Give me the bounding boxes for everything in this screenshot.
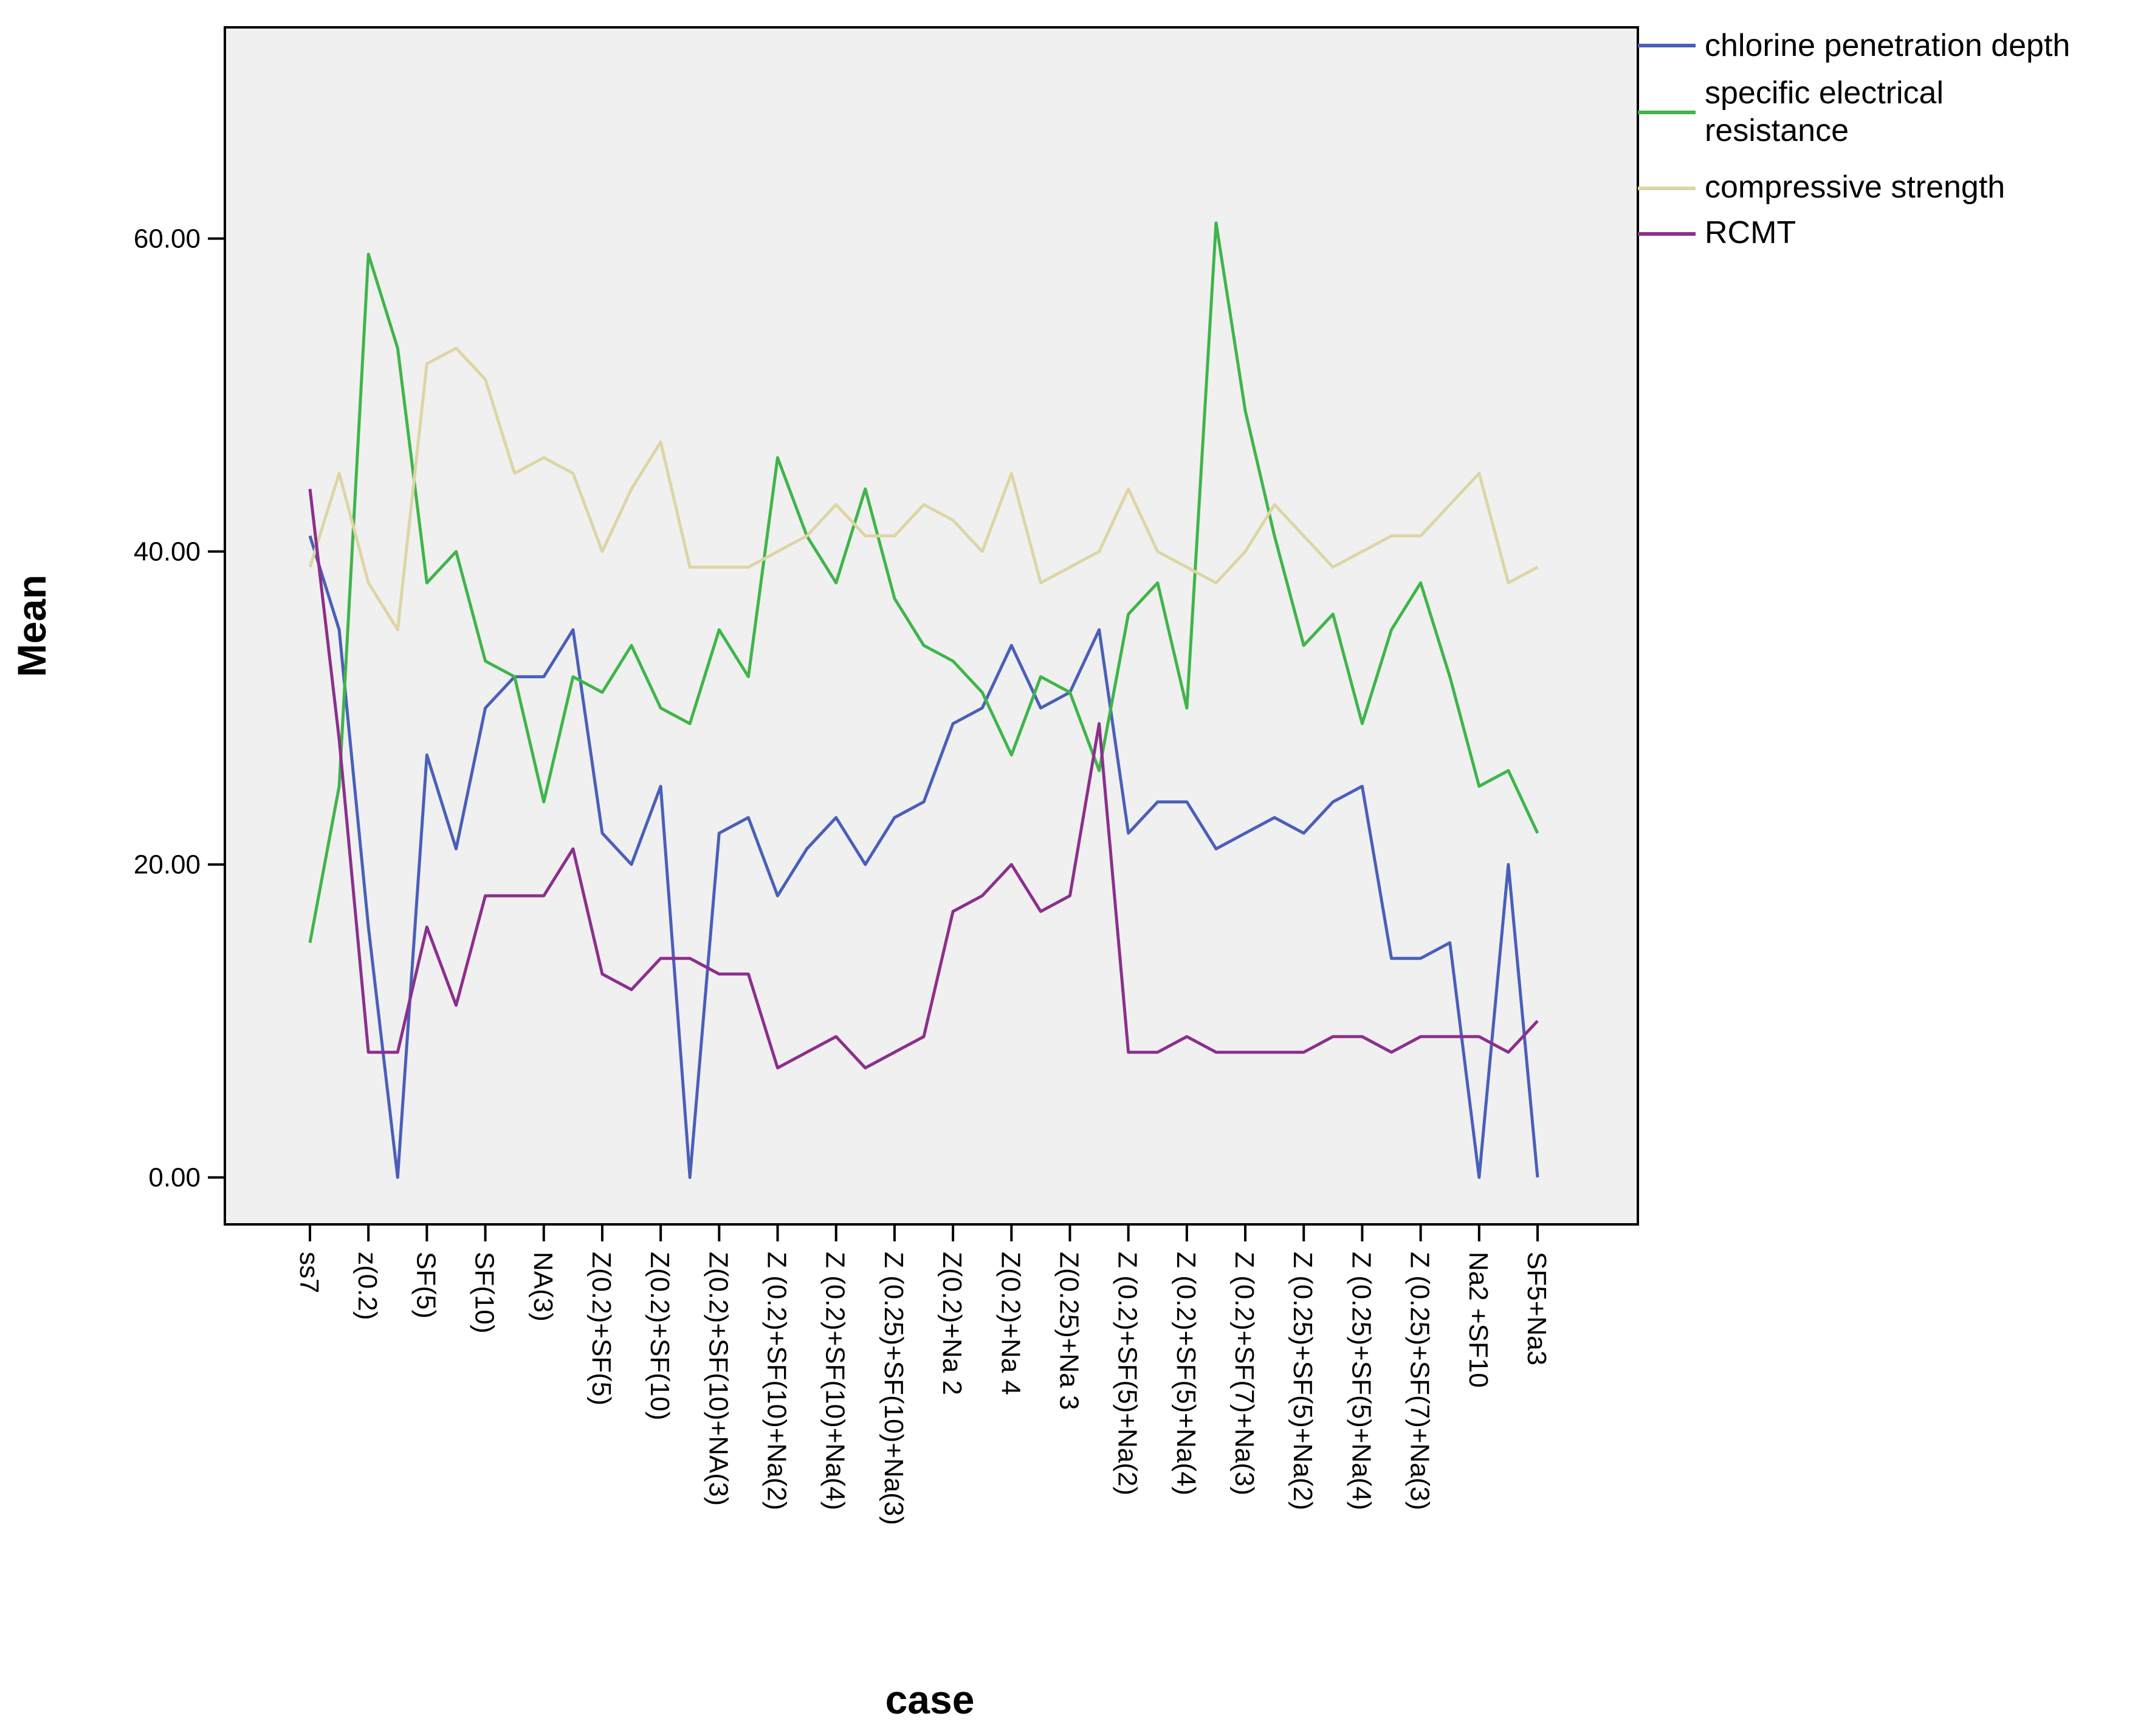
x-tick-label: Z (0.25)+SF(7)+Na(3) <box>1405 1252 1435 1510</box>
legend-label: chlorine penetration depth <box>1705 28 2070 63</box>
x-tick-label: Z (0.2)+SF(10)+Na(4) <box>820 1252 850 1510</box>
x-axis: ss7 z(0.2) SF(5) SF(10) NA(3) Z(0.2)+SF(5) Z(0… <box>294 1224 1552 1525</box>
legend-label: RCMT <box>1705 215 1796 250</box>
x-tick-label: Z (0.25)+SF(5)+Na(4) <box>1346 1252 1376 1510</box>
x-axis-title: case <box>885 1677 975 1722</box>
series-line-compressive-strength <box>308 346 1539 631</box>
x-tick-label: Z (0.2)+SF(5)+Na(4) <box>1171 1252 1201 1495</box>
x-tick-label: Z(0.2)+SF(5) <box>586 1252 616 1405</box>
x-tick-label: z(0.2) <box>352 1252 382 1320</box>
x-tick-label: Z (0.2)+SF(5)+Na(2) <box>1113 1252 1143 1495</box>
y-tick-label: 60.00 <box>134 224 201 254</box>
x-tick-label: Na2 +SF10 <box>1463 1252 1493 1388</box>
x-tick-label: SF(10) <box>470 1252 500 1333</box>
x-tick-label: Z(0.2)+SF(10)+NA(3) <box>703 1252 733 1506</box>
x-tick-label: Z (0.25)+SF(5)+Na(2) <box>1288 1252 1318 1510</box>
y-axis-title: Mean <box>9 575 54 678</box>
series-lines <box>308 221 1539 1179</box>
x-tick-label: Z(0.2)+SF(10) <box>645 1252 675 1421</box>
x-tick-label: SF(5) <box>411 1252 441 1319</box>
x-tick-label: Z (0.25)+SF(10)+Na(3) <box>879 1252 909 1525</box>
x-tick-label: Z(0.25)+Na 3 <box>1054 1252 1084 1410</box>
x-tick-label: Z (0.2)+SF(7)+Na(3) <box>1229 1252 1259 1495</box>
y-tick-label: 40.00 <box>134 537 201 567</box>
series-line-rcmt <box>308 489 1539 1069</box>
x-tick-label: Z (0.2)+SF(10)+Na(2) <box>762 1252 792 1510</box>
x-tick-label: Z(0.2)+Na 2 <box>937 1252 967 1395</box>
y-tick-label: 0.00 <box>148 1163 201 1193</box>
legend: chlorine penetration depth specific elect… <box>1638 28 2070 250</box>
x-tick-label: NA(3) <box>528 1252 558 1322</box>
legend-label: compressive strength <box>1705 170 2005 205</box>
x-tick-label: SF5+Na3 <box>1522 1252 1552 1365</box>
plot-area <box>224 26 1639 1226</box>
legend-label: specific electrical resistance <box>1705 75 1944 148</box>
y-axis: 0.00 20.00 40.00 60.00 <box>134 224 225 1193</box>
series-line-specific-electrical-resistance <box>308 221 1539 943</box>
x-tick-label: ss7 <box>294 1252 324 1293</box>
y-tick-label: 20.00 <box>134 850 201 880</box>
x-tick-label: Z(0.2)+Na 4 <box>995 1252 1025 1395</box>
